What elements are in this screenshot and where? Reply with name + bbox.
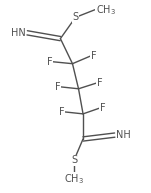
Text: F: F <box>91 51 96 61</box>
Text: F: F <box>97 78 102 88</box>
Text: HN: HN <box>11 28 26 38</box>
Text: F: F <box>55 82 60 92</box>
Text: CH$_3$: CH$_3$ <box>64 173 84 186</box>
Text: NH: NH <box>116 130 131 140</box>
Text: S: S <box>71 155 77 165</box>
Text: F: F <box>47 57 53 67</box>
Text: F: F <box>100 103 105 113</box>
Text: S: S <box>72 12 79 22</box>
Text: F: F <box>59 107 65 117</box>
Text: CH$_3$: CH$_3$ <box>96 3 116 17</box>
